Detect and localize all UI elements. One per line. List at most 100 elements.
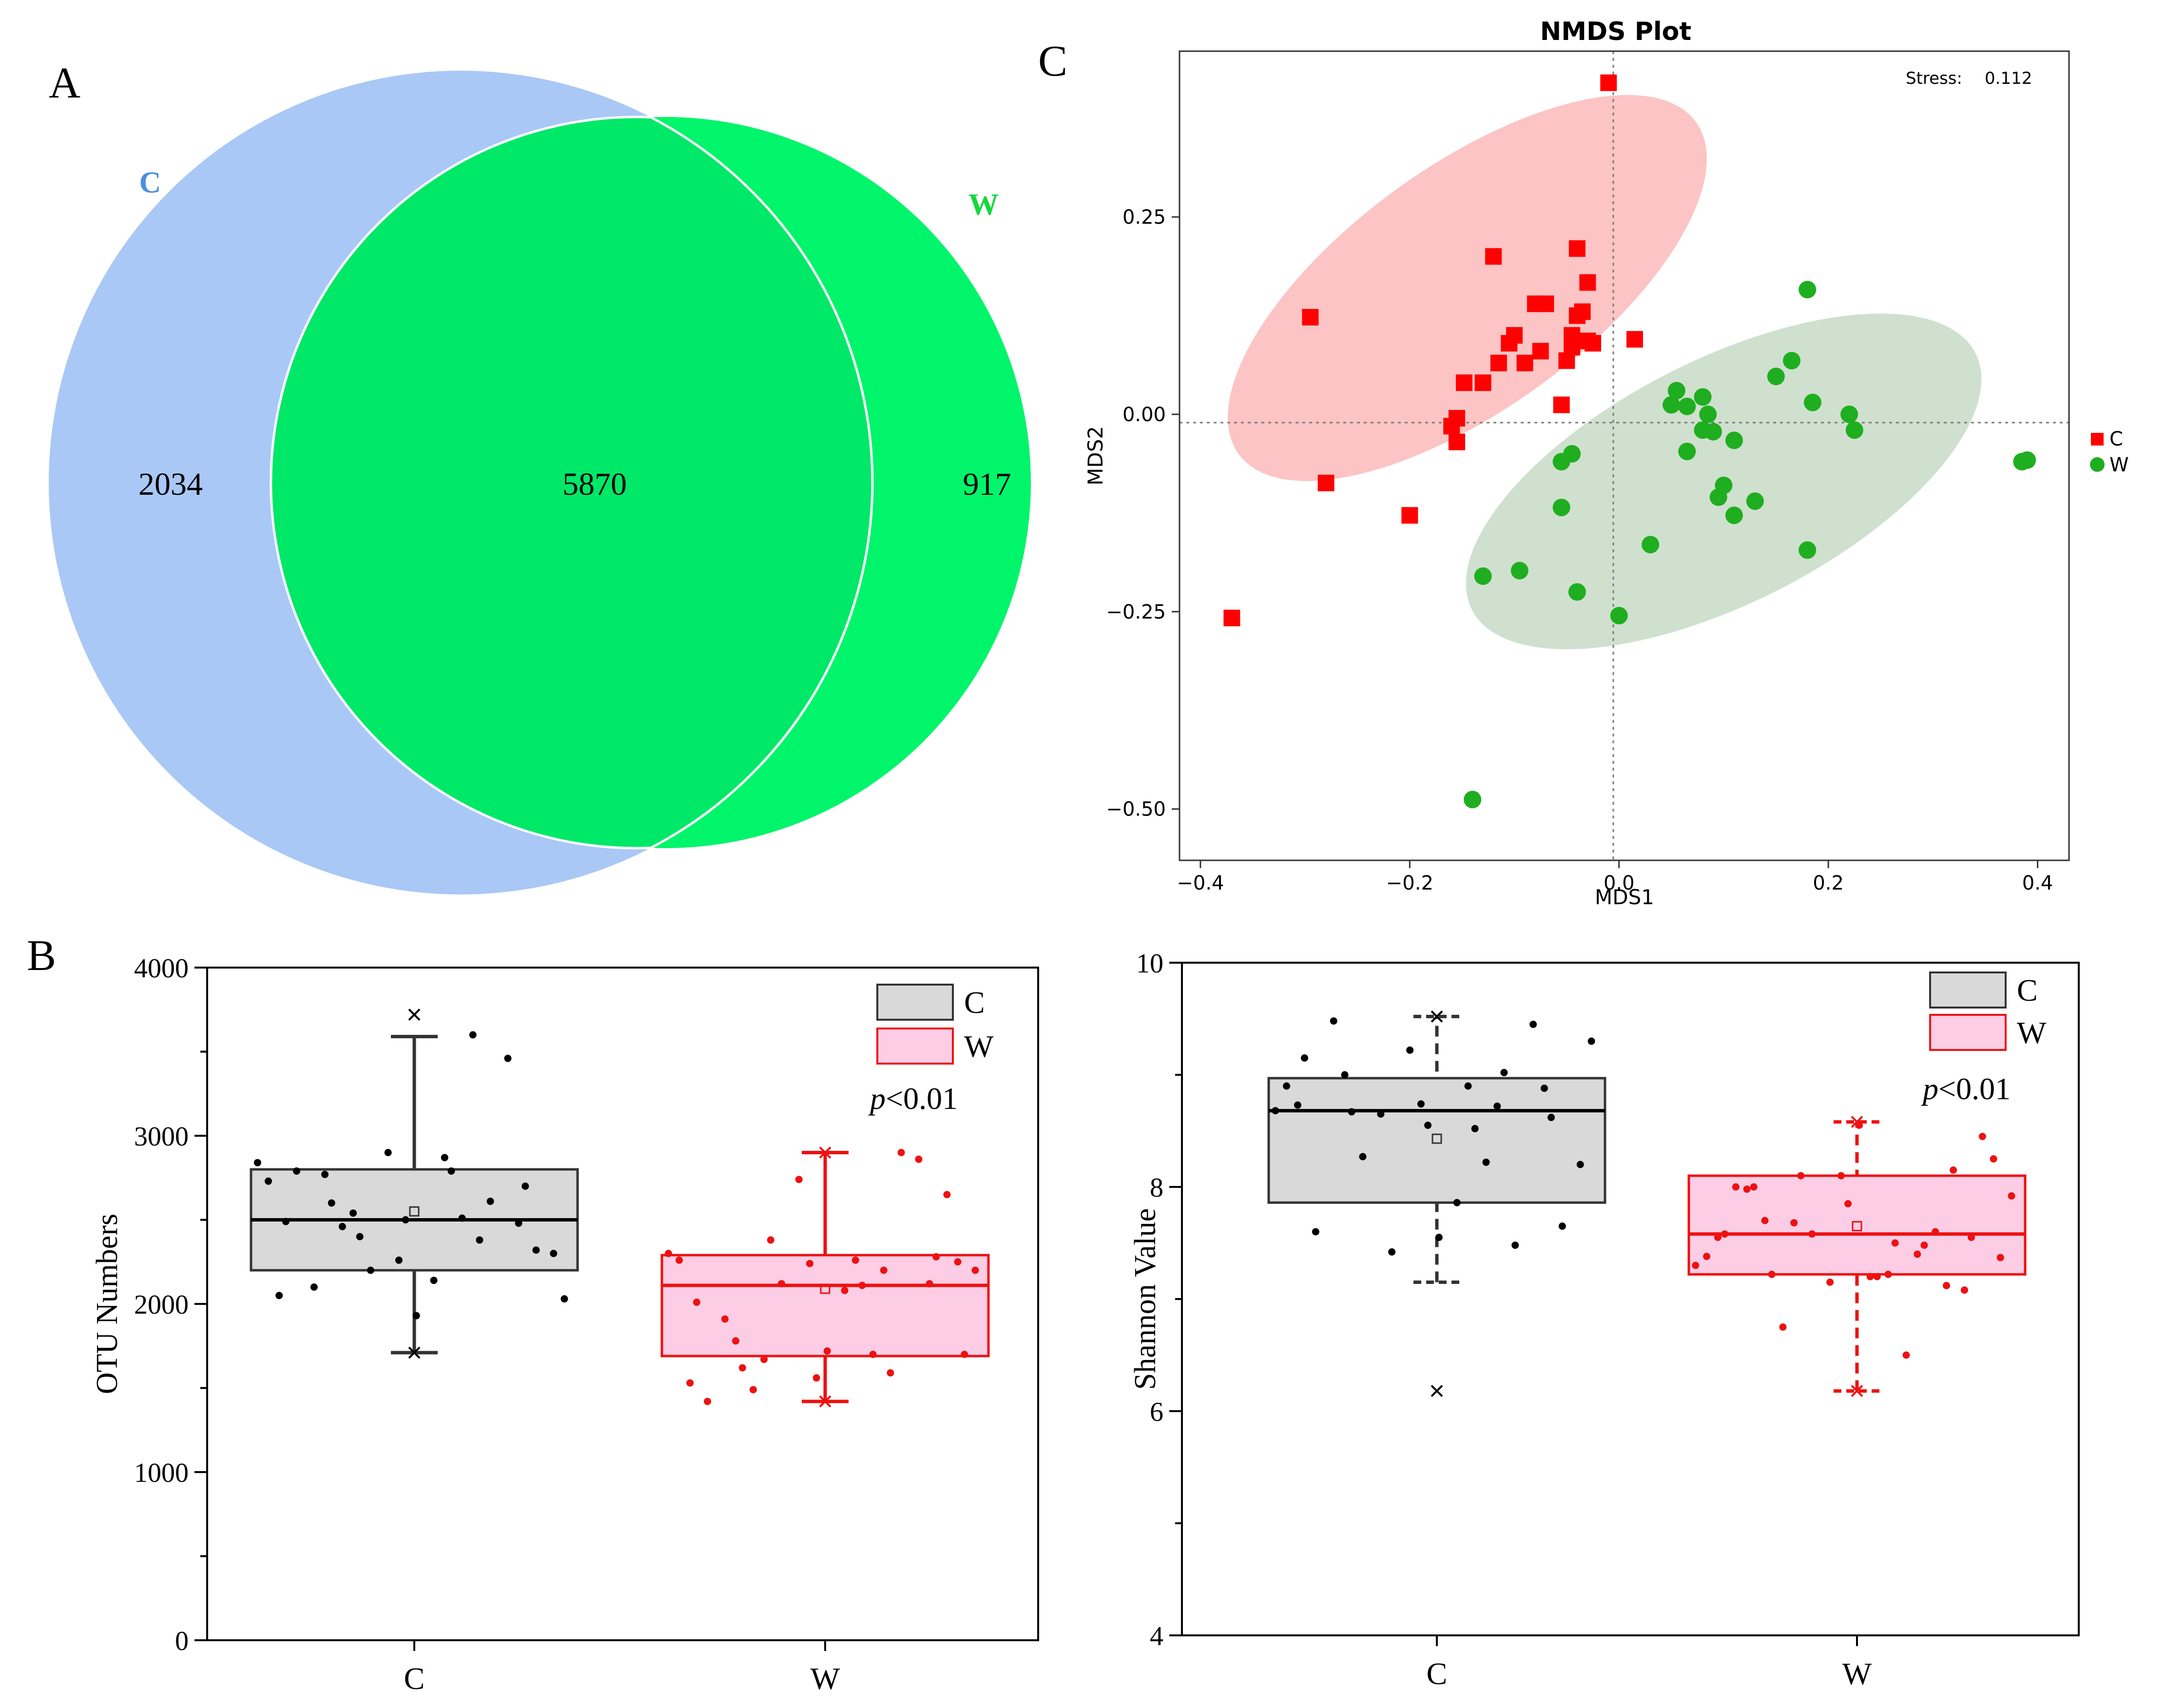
- otu-data-point-w: [954, 1258, 962, 1266]
- otu-y-tick-label: 1000: [134, 1458, 189, 1488]
- nmds-point-c: [1532, 343, 1549, 360]
- otu-y-tick-label: 0: [175, 1626, 189, 1656]
- nmds-point-w: [1725, 506, 1743, 524]
- shannon-data-point-c: [1348, 1108, 1355, 1116]
- otu-legend-c-label: C: [964, 985, 985, 1020]
- shannon-data-point-w: [1943, 1281, 1951, 1289]
- shannon-data-point-w: [1790, 1219, 1798, 1227]
- otu-boxes: [250, 1009, 990, 1651]
- nmds-point-w: [1667, 382, 1685, 400]
- panel-label-b: B: [27, 932, 56, 980]
- shannon-data-point-w: [1750, 1183, 1758, 1191]
- shannon-data-point-w: [1703, 1253, 1711, 1261]
- shannon-data-point-c: [1417, 1100, 1425, 1108]
- otu-y-axis: 0 1000 2000 3000 4000: [134, 953, 207, 1656]
- shannon-data-point-c: [1529, 1021, 1537, 1028]
- nmds-point-c: [1485, 248, 1502, 265]
- nmds-point-c: [1537, 295, 1554, 312]
- otu-data-point-w: [869, 1351, 877, 1358]
- nmds-point-c: [1516, 354, 1533, 371]
- otu-data-point-c: [430, 1277, 438, 1284]
- shannon-y-tick-label: 8: [1150, 1173, 1163, 1203]
- otu-data-point-c: [486, 1198, 494, 1205]
- shannon-data-point-w: [1826, 1279, 1834, 1286]
- shannon-data-point-w: [1914, 1250, 1921, 1258]
- nmds-point-w: [1678, 397, 1696, 415]
- nmds-point-c: [1448, 433, 1465, 450]
- shannon-data-point-w: [1950, 1166, 1957, 1174]
- otu-data-point-c: [532, 1246, 540, 1254]
- nmds-legend-w-marker: [2090, 457, 2105, 472]
- otu-y-tick-label: 4000: [134, 953, 189, 984]
- otu-data-point-w: [738, 1364, 746, 1372]
- nmds-x-tick-label: 0.2: [1813, 872, 1844, 894]
- shannon-data-point-w: [1932, 1228, 1939, 1236]
- shannon-x-tick-c: C: [1427, 1656, 1448, 1691]
- venn-count-w-only: 917: [963, 466, 1011, 502]
- nmds-plot-frame: [1179, 50, 2070, 861]
- nmds-y-tick-label: 0.00: [1122, 404, 1166, 426]
- shannon-data-point-c: [1377, 1110, 1385, 1118]
- shannon-data-point-w: [1891, 1239, 1899, 1247]
- shannon-legend-w-swatch: [1929, 1014, 2007, 1051]
- shannon-data-point-w: [1714, 1234, 1721, 1241]
- otu-x-tick-c: C: [404, 1661, 425, 1696]
- shannon-data-point-c: [1272, 1107, 1279, 1115]
- shannon-data-point-c: [1540, 1085, 1548, 1092]
- shannon-data-point-w: [1978, 1133, 1986, 1140]
- otu-data-point-w: [823, 1347, 831, 1355]
- nmds-point-c: [1579, 274, 1596, 291]
- shannon-data-point-w: [2008, 1192, 2015, 1200]
- nmds-x-tick-label: 0.4: [2022, 872, 2053, 894]
- nmds-y-axis: 0.25 0.00 −0.25 −0.50: [1106, 206, 1180, 821]
- shannon-box-c: [1267, 1077, 1606, 1204]
- nmds-point-c: [1443, 418, 1460, 435]
- otu-data-point-w: [961, 1351, 968, 1358]
- shannon-data-point-w: [1692, 1262, 1700, 1269]
- nmds-point-w: [1610, 606, 1628, 624]
- shannon-data-point-w: [1768, 1270, 1776, 1278]
- otu-data-point-w: [926, 1280, 933, 1288]
- nmds-stress-value: 0.112: [1985, 69, 2032, 88]
- nmds-point-c: [1568, 240, 1586, 257]
- shannon-data-point-w: [1960, 1286, 1968, 1294]
- nmds-point-w: [2018, 451, 2036, 469]
- otu-data-point-c: [275, 1292, 283, 1300]
- nmds-point-w: [1704, 423, 1722, 441]
- shannon-data-point-c: [1453, 1199, 1461, 1206]
- otu-data-point-c: [321, 1170, 329, 1178]
- otu-data-point-w: [943, 1191, 951, 1199]
- shannon-data-point-w: [1873, 1273, 1881, 1281]
- otu-data-point-c: [447, 1167, 455, 1175]
- otu-data-point-c: [253, 1159, 261, 1166]
- otu-data-point-w: [732, 1337, 740, 1345]
- shannon-data-point-c: [1511, 1242, 1519, 1249]
- otu-data-point-w: [851, 1256, 859, 1264]
- shannon-y-axis: 4 6 8 10: [1136, 949, 1182, 1651]
- nmds-point-c: [1317, 474, 1334, 491]
- shannon-extreme-marker: [1431, 1385, 1443, 1397]
- shannon-p-value: p<0.01: [1921, 1071, 2011, 1106]
- venn-overlap-region: [270, 116, 874, 850]
- shannon-legend: C W: [1929, 971, 2047, 1051]
- otu-data-point-c: [293, 1167, 301, 1175]
- shannon-data-point-w: [1866, 1273, 1874, 1281]
- nmds-point-c: [1568, 307, 1586, 324]
- nmds-point-w: [1642, 536, 1660, 554]
- shannon-data-point-w: [1721, 1230, 1729, 1238]
- otu-data-point-c: [522, 1183, 529, 1190]
- otu-data-point-w: [686, 1379, 694, 1387]
- otu-y-axis-label: OTU Numbers: [91, 1214, 124, 1394]
- nmds-point-w: [1767, 368, 1785, 386]
- otu-data-point-c: [395, 1256, 403, 1264]
- otu-data-point-w: [858, 1281, 866, 1289]
- nmds-point-c: [1585, 335, 1602, 352]
- nmds-point-w: [1678, 443, 1696, 461]
- otu-data-point-w: [749, 1386, 757, 1394]
- otu-mean-c: [409, 1206, 420, 1217]
- shannon-data-point-w: [1808, 1230, 1816, 1238]
- nmds-point-c: [1490, 354, 1507, 371]
- nmds-stress-label: Stress:: [1906, 69, 1962, 88]
- otu-data-point-c: [356, 1233, 364, 1241]
